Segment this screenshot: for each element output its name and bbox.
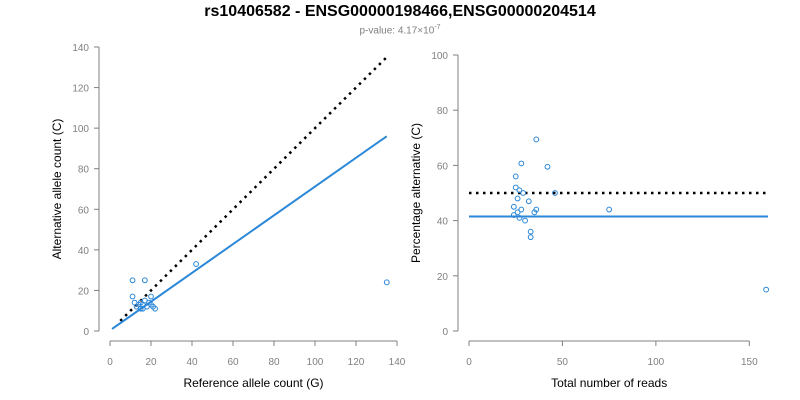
panel2-data-point [525,198,532,205]
panel1-y-tick-label: 20 [78,286,90,297]
panel1-y-tick-label: 100 [72,124,89,135]
panel2-y-tick-label: 20 [437,272,449,283]
panel2-data-point [520,190,527,196]
panel2-data-point [606,206,613,213]
panel2-x-tick-label: 0 [466,357,472,368]
panel1-x-tick-label: 40 [186,357,198,368]
panel2-data-point [518,206,525,213]
panel2-data-point [527,234,534,241]
panel2-data-point [544,163,551,170]
panel1-data-point [152,305,159,312]
panel2-data-point [512,173,519,180]
panel2-data-point [763,286,770,293]
panel1-x-tick-label: 120 [348,357,365,368]
panel1-x-axis-label: Reference allele count (G) [183,376,323,390]
panel1-x-tick-label: 140 [389,357,406,368]
panel2-data-point [510,212,517,218]
panel1-y-tick-label: 40 [78,246,90,257]
panel1-y-tick-label: 140 [72,43,89,54]
panel1-y-axis-label: Alternative allele count (C) [50,119,64,260]
p-value-text: p-value: 4.17×10 [359,25,435,37]
panel2-data-point [510,203,517,210]
chart-subtitle: p-value: 4.17×10-7 [0,24,800,36]
panel1-data-point [137,299,144,306]
panel1-x-tick-label: 60 [227,357,239,368]
panel1-fit-line [111,135,388,330]
panel2-y-tick-label: 0 [442,327,448,338]
panel1-data-point [129,293,136,300]
panel1-data-point [129,277,136,284]
panel2-data-point [527,228,534,235]
panel2-data-point [522,217,528,224]
panel2-data-point [533,136,540,143]
panel2-data-point [516,214,523,221]
panel2-y-axis-label: Percentage alternative (C) [409,123,423,263]
panel2-x-tick-label: 100 [648,357,665,368]
panel2-data-point [514,195,521,202]
panel1-x-tick-label: 80 [268,357,280,368]
panel2-x-tick-label: 50 [557,357,569,368]
panel1-x-tick-label: 20 [145,357,157,368]
panel2-y-tick-label: 60 [437,161,449,172]
panel2-data-point [512,184,519,191]
panel2-x-axis-label: Total number of reads [551,376,667,390]
panel1-y-tick-label: 120 [72,84,89,95]
panel1-x-tick-label: 100 [307,357,324,368]
panel2-x-tick-label: 150 [741,357,758,368]
panel2-data-point [516,187,523,194]
panel1-data-point [139,305,146,312]
panel2-data-point [518,160,525,167]
panel1-y-tick-label: 80 [78,165,90,176]
panel2-data-point [552,190,558,196]
panel2-y-tick-label: 80 [437,106,449,117]
panel1-data-point [193,261,200,267]
p-value-exponent: -7 [434,24,441,31]
panel1-data-point [383,279,390,286]
panel2-y-tick-label: 40 [437,217,449,228]
panel2-data-point [531,209,538,216]
panel1-data-point [148,293,154,300]
panel2-y-tick-label: 100 [431,51,448,62]
panel1-y-tick-label: 60 [78,205,90,216]
panel1-reference-line [119,56,388,322]
panel1-y-tick-label: 0 [83,327,89,338]
chart-title: rs10406582 - ENSG00000198466,ENSG0000020… [204,3,596,20]
panel1-data-point [141,277,148,284]
panel2-data-point [514,209,521,216]
panel1-x-tick-label: 0 [107,357,113,368]
